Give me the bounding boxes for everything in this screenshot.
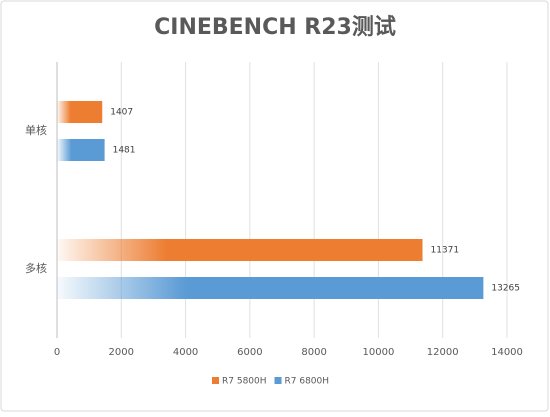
y-tick-label: 单核 [25, 123, 47, 137]
legend-label: R7 6800H [285, 377, 330, 387]
data-label: 11371 [430, 246, 459, 256]
chart-title: CINEBENCH R23测试 [154, 15, 396, 40]
data-label: 1407 [110, 108, 133, 118]
x-tick-label: 6000 [237, 347, 262, 358]
bar [57, 101, 103, 123]
x-tick-label: 0 [54, 347, 60, 358]
bar [57, 239, 423, 261]
x-tick-label: 4000 [173, 347, 198, 358]
data-label: 13265 [491, 284, 520, 294]
bar [57, 139, 105, 161]
x-tick-label: 12000 [427, 347, 459, 358]
y-tick-label: 多核 [25, 261, 47, 275]
legend-swatch [212, 377, 219, 384]
legend-label: R7 5800H [222, 377, 267, 387]
x-tick-label: 2000 [109, 347, 134, 358]
data-label: 1481 [113, 146, 136, 156]
legend-swatch [274, 377, 282, 384]
x-tick-label: 8000 [301, 347, 326, 358]
bar [57, 277, 484, 299]
x-tick-label: 10000 [363, 347, 395, 358]
x-tick-label: 14000 [491, 347, 523, 358]
